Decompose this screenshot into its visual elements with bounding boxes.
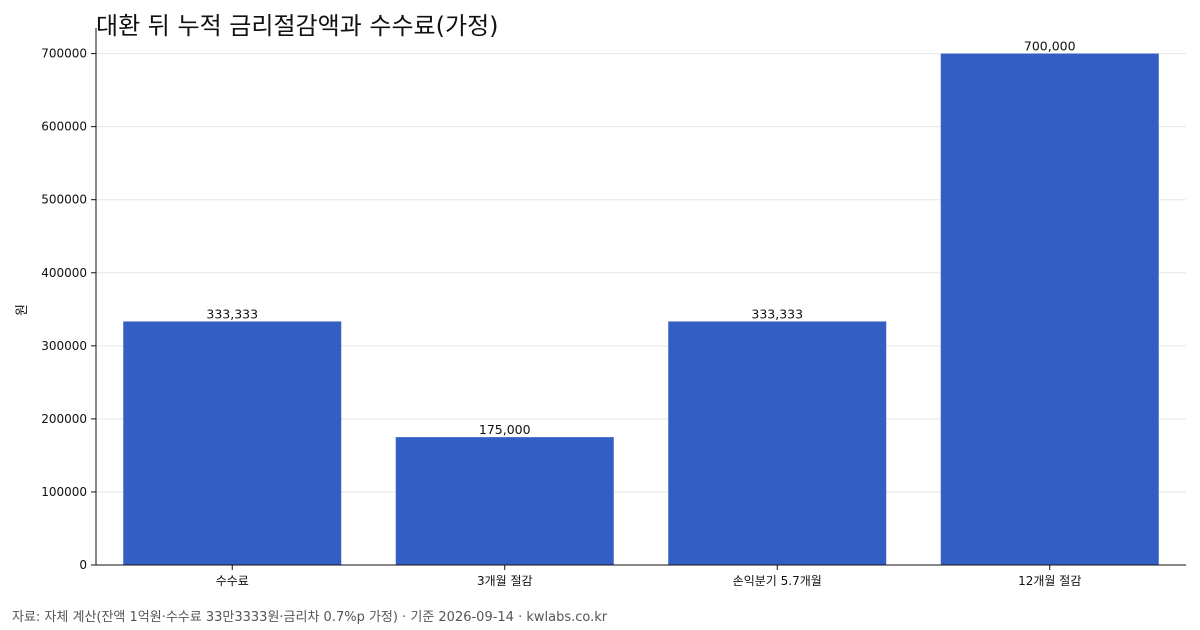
y-axis-label: 원 [15, 304, 30, 316]
data-label: 700,000 [1024, 39, 1076, 54]
y-tick-label: 400000 [41, 266, 87, 280]
y-tick-label: 0 [79, 558, 87, 572]
y-axis-ticks: 0 100000 200000 300000 400000 500000 600000 700… [41, 47, 96, 572]
bar [668, 321, 887, 565]
bar [940, 53, 1159, 565]
chart-title: 대환 뒤 누적 금리절감액과 수수료(가정) [96, 12, 499, 40]
data-label: 333,333 [751, 306, 803, 321]
y-tick-label: 600000 [41, 120, 87, 134]
y-tick-label: 200000 [41, 412, 87, 426]
x-axis-ticks: 수수료 3개월 절감 손익분기 5.7개월 12개월 절감 [216, 565, 1081, 588]
bar [395, 437, 614, 565]
axes [95, 28, 1186, 566]
x-tick-label: 12개월 절감 [1018, 574, 1081, 588]
x-tick-label: 수수료 [216, 574, 249, 588]
x-tick-label: 손익분기 5.7개월 [733, 574, 822, 588]
bar [123, 321, 342, 565]
source-note: 자료: 자체 계산(잔액 1억원·수수료 33만3333원·금리차 0.7%p … [12, 610, 608, 625]
bars [123, 53, 1159, 565]
y-tick-label: 700000 [41, 47, 87, 61]
data-label: 333,333 [206, 306, 258, 321]
y-tick-label: 500000 [41, 193, 87, 207]
data-label: 175,000 [479, 422, 531, 437]
x-tick-label: 3개월 절감 [477, 574, 533, 588]
data-labels: 333,333 175,000 333,333 700,000 [206, 39, 1075, 438]
y-tick-label: 300000 [41, 339, 87, 353]
y-tick-label: 100000 [41, 485, 87, 499]
